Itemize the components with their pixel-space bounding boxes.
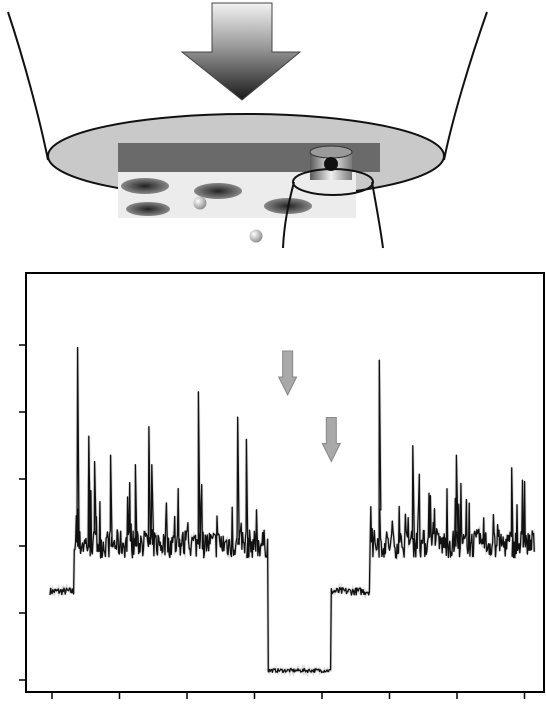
schematic [7,2,488,249]
x-axis-ticks [51,692,526,699]
pore-hole [126,202,170,216]
pore-hole [121,178,169,194]
pressure-arrow [180,2,302,101]
translocating-bead [193,196,207,210]
funnel-right-wall [443,11,488,161]
arrow-1-marker [277,350,298,397]
pore-bead [324,157,338,171]
current-trace [48,346,536,678]
translocating-bead [249,229,263,243]
event-markers [277,350,342,463]
arrow-2-marker [321,417,342,463]
pipette-tip [282,168,384,249]
pore-cylinder-top [309,145,353,159]
y-axis-ticks [19,344,26,681]
funnel-left-wall [7,11,49,161]
pore-block [118,143,380,218]
plot-frame [25,272,545,693]
trace-chart [19,272,545,699]
current-trace-line [49,346,535,674]
pore-hole [194,183,242,199]
